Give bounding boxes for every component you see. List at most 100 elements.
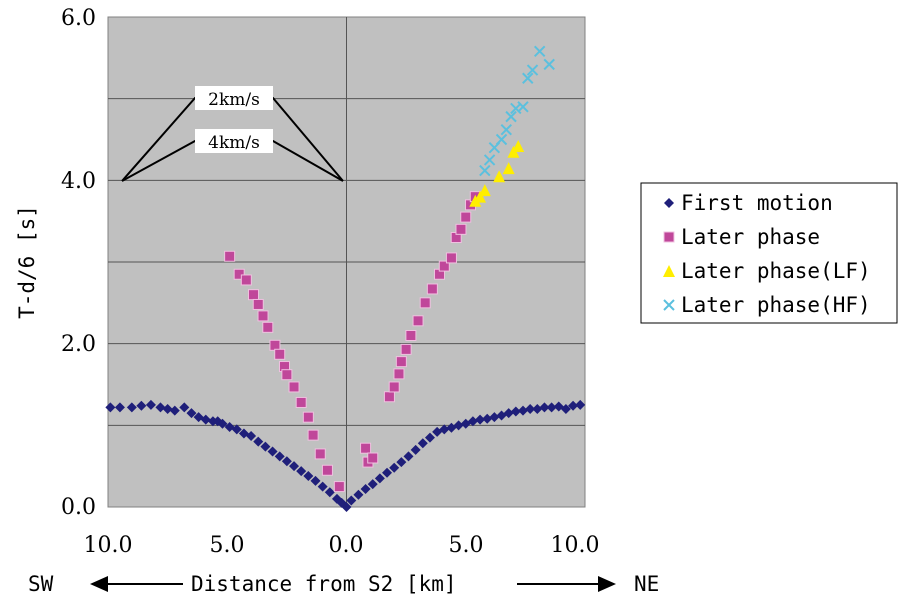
- point-later-phase-hf: [543, 58, 555, 71]
- point-first-motion: [532, 404, 543, 414]
- y-tick-label: 2.0: [61, 332, 96, 357]
- point-later-phase: [240, 274, 252, 286]
- point-later-phase: [321, 464, 333, 476]
- point-first-motion: [539, 402, 550, 413]
- point-first-motion: [525, 404, 536, 414]
- point-first-motion: [114, 402, 125, 413]
- point-first-motion: [560, 404, 571, 414]
- point-first-motion: [417, 438, 428, 449]
- point-first-motion: [575, 399, 586, 410]
- point-later-phase: [224, 250, 236, 262]
- point-first-motion: [267, 446, 278, 457]
- point-later-phase: [460, 211, 472, 223]
- x-tick-label: 10.0: [84, 533, 133, 558]
- point-first-motion: [439, 424, 450, 435]
- point-first-motion: [126, 402, 137, 413]
- point-first-motion: [260, 441, 271, 452]
- point-first-motion: [341, 502, 352, 512]
- point-later-phase: [295, 396, 307, 408]
- legend-label-later-phase-hf: Later phase(HF): [681, 293, 871, 317]
- data-points: [105, 45, 586, 512]
- point-first-motion: [296, 466, 307, 477]
- annotation-4kms-box: [195, 129, 273, 153]
- point-later-phase: [257, 310, 269, 322]
- point-later-phase: [247, 289, 259, 301]
- legend-label-later-phase: Later phase: [681, 225, 820, 249]
- point-first-motion: [346, 495, 357, 506]
- point-first-motion: [155, 402, 166, 413]
- point-later-phase: [314, 448, 326, 460]
- point-first-motion: [510, 406, 521, 417]
- x-tick-label: 10.0: [551, 533, 600, 558]
- point-later-phase-hf: [479, 164, 491, 177]
- y-tick-label: 6.0: [61, 6, 96, 31]
- point-later-phase-hf: [505, 110, 517, 123]
- point-first-motion: [169, 405, 180, 416]
- point-first-motion: [382, 467, 393, 478]
- point-first-motion: [303, 470, 314, 481]
- point-first-motion: [489, 412, 500, 423]
- legend-marker-3: [663, 265, 675, 277]
- point-first-motion: [467, 416, 478, 427]
- point-later-phase: [307, 429, 319, 441]
- point-first-motion: [281, 456, 292, 467]
- point-later-phase-hf: [517, 101, 529, 113]
- point-later-phase-hf: [500, 123, 513, 136]
- point-later-phase: [405, 330, 417, 341]
- point-first-motion: [568, 400, 579, 411]
- point-later-phase: [426, 283, 438, 295]
- point-later-phase: [262, 321, 274, 333]
- direction-left-label: SW: [28, 572, 54, 596]
- point-first-motion: [424, 432, 435, 443]
- point-later-phase-hf: [522, 72, 534, 84]
- x-axis-title-group: SW Distance from S2 [km] NE: [28, 572, 659, 596]
- point-first-motion: [136, 400, 147, 411]
- point-first-motion: [482, 413, 493, 424]
- point-later-phase: [274, 348, 286, 360]
- grid-lines: [108, 17, 585, 507]
- point-first-motion: [246, 430, 257, 441]
- legend-marker-4: [663, 299, 675, 311]
- y-tick-label: 0.0: [61, 495, 96, 520]
- point-first-motion: [403, 451, 414, 462]
- point-first-motion: [317, 481, 328, 492]
- point-first-motion: [453, 420, 464, 431]
- point-later-phase: [233, 268, 245, 280]
- point-first-motion: [186, 408, 197, 419]
- point-first-motion: [324, 487, 335, 498]
- legend-label-first-motion: First motion: [681, 191, 833, 215]
- point-later-phase: [252, 298, 264, 310]
- point-first-motion: [289, 461, 300, 472]
- point-first-motion: [274, 451, 285, 462]
- point-first-motion: [145, 399, 156, 410]
- legend-label-later-phase-lf: Later phase(LF): [681, 259, 871, 283]
- point-later-phase-lf: [502, 162, 515, 175]
- point-later-phase-hf: [533, 45, 546, 58]
- point-first-motion: [367, 479, 378, 490]
- legend-marker-1: [664, 198, 674, 208]
- point-first-motion: [105, 402, 116, 413]
- point-later-phase-hf: [526, 64, 539, 76]
- x-tick-label: 5.0: [210, 533, 245, 558]
- point-later-phase: [367, 452, 379, 464]
- point-later-phase: [360, 442, 372, 454]
- point-first-motion: [475, 414, 486, 425]
- x-axis-title: Distance from S2 [km]: [191, 572, 457, 596]
- legend-marker-2: [663, 231, 675, 243]
- velocity-annotations: 2km/s 4km/s: [195, 86, 273, 153]
- point-later-phase: [302, 411, 314, 423]
- point-later-phase-lf: [493, 170, 506, 183]
- point-later-phase: [388, 381, 400, 393]
- annotation-2kms: 2km/s: [208, 90, 260, 110]
- point-first-motion: [217, 418, 228, 429]
- point-first-motion: [162, 404, 173, 414]
- point-first-motion: [389, 462, 400, 473]
- legend-markers: [663, 198, 675, 311]
- left-arrow-head: [90, 576, 108, 592]
- right-arrow-head: [598, 576, 616, 592]
- y-tick-labels: 0.0 2.0 4.0 6.0: [61, 6, 96, 520]
- point-first-motion: [179, 402, 190, 413]
- x-tick-labels: 10.0 5.0 0.0 5.0 10.0: [84, 533, 600, 558]
- point-first-motion: [546, 402, 557, 413]
